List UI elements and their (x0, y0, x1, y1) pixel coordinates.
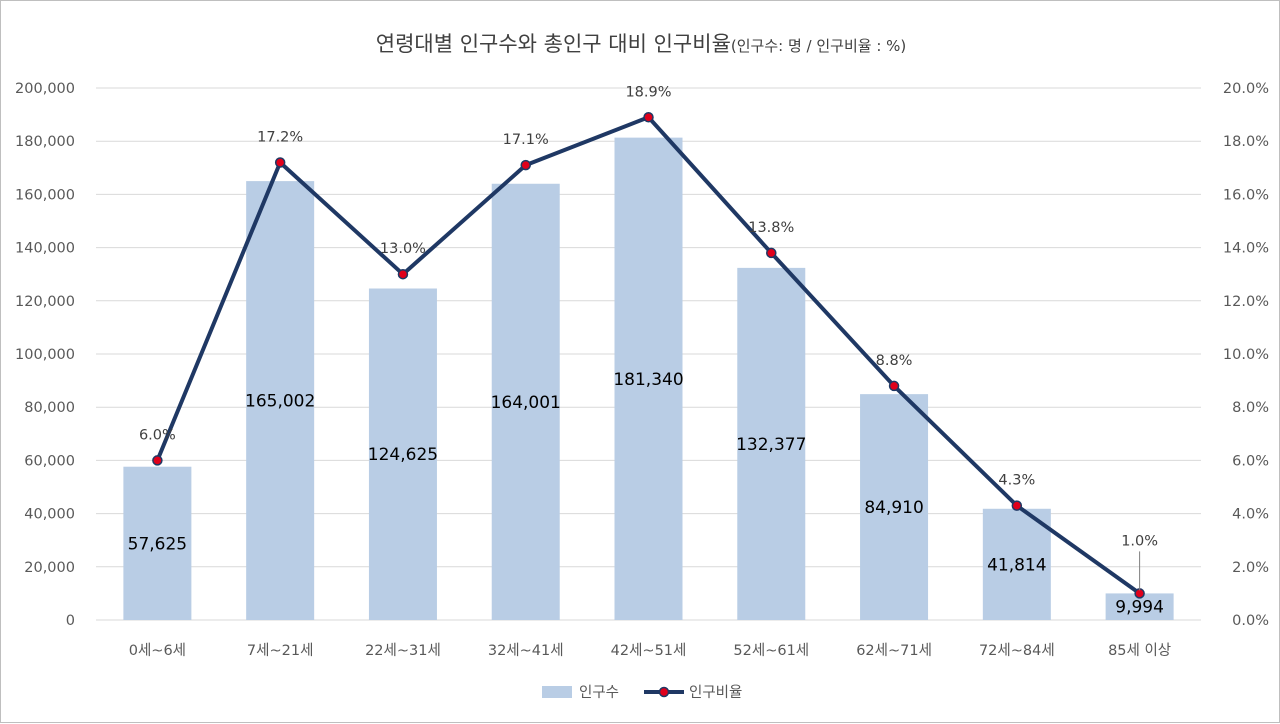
legend-label-line: 인구비율 (689, 684, 742, 701)
right-tick-label: 18.0% (1223, 134, 1269, 150)
category-label: 7세~21세 (247, 642, 314, 659)
bar-labels: 57,625 165,002 124,625 164,001 181,340 132,37… (128, 370, 1164, 618)
line-point (274, 157, 286, 168)
bar-data-label: 84,910 (864, 498, 923, 518)
line-point (888, 380, 900, 392)
left-tick-label: 100,000 (15, 347, 75, 363)
bar-data-label: 124,625 (368, 445, 438, 465)
right-tick-label: 2.0% (1232, 560, 1269, 576)
line-data-label: 13.8% (748, 220, 794, 236)
chart-title: 연령대별 인구수와 총인구 대비 인구비율(인구수: 명 / 인구비율 : %) (376, 32, 907, 56)
legend-label-bar: 인구수 (579, 684, 619, 701)
line-point (397, 268, 409, 280)
bar (860, 394, 929, 620)
bar-data-label: 9,994 (1115, 598, 1164, 618)
right-tick-label: 16.0% (1223, 187, 1269, 203)
bar-data-label: 181,340 (613, 370, 683, 390)
right-axis: 0.0% 2.0% 4.0% 6.0% 8.0% 10.0% 12.0% 14.0% 16.0%… (1223, 81, 1269, 629)
line-series (152, 112, 1145, 599)
bar-data-label: 165,002 (245, 392, 315, 412)
bar-series (123, 137, 1174, 621)
line-data-label: 6.0% (139, 427, 176, 443)
line-data-label: 17.1% (503, 132, 549, 148)
category-label: 32세~41세 (488, 642, 564, 659)
left-axis: 0 20,000 40,000 60,000 80,000 100,000 120,000 1… (15, 81, 75, 629)
line-data-label: 8.8% (876, 353, 913, 369)
left-tick-label: 180,000 (15, 134, 75, 150)
left-tick-label: 120,000 (15, 294, 75, 310)
legend-swatch-bar (542, 686, 572, 698)
left-tick-label: 0 (66, 613, 75, 629)
category-label: 85세 이상 (1108, 642, 1171, 659)
bar-data-label: 164,001 (491, 393, 561, 413)
left-tick-label: 40,000 (24, 507, 75, 523)
left-tick-label: 200,000 (15, 81, 75, 97)
left-tick-label: 60,000 (24, 453, 75, 469)
right-tick-label: 0.0% (1232, 613, 1269, 629)
bar (246, 181, 315, 621)
legend: 인구수 인구비율 (542, 684, 742, 701)
chart-title-main: 연령대별 인구수와 총인구 대비 인구비율 (376, 32, 731, 56)
category-label: 62세~71세 (856, 642, 932, 659)
chart-title-sub: (인구수: 명 / 인구비율 : %) (731, 37, 906, 55)
bar (491, 183, 560, 621)
line-data-label: 1.0% (1121, 533, 1158, 549)
line-data-label: 4.3% (998, 473, 1035, 489)
category-label: 0세~6세 (129, 642, 186, 659)
line-point (520, 159, 531, 171)
left-tick-label: 20,000 (24, 560, 75, 576)
line-data-label: 13.0% (380, 241, 426, 257)
category-label: 22세~31세 (365, 642, 441, 659)
left-tick-label: 160,000 (15, 187, 75, 203)
right-tick-label: 4.0% (1232, 507, 1269, 523)
category-label: 72세~84세 (979, 642, 1055, 659)
line-labels: 6.0% 17.2% 13.0% 17.1% 18.9% 13.8% 8.8% 4.3% 1.0… (139, 84, 1158, 591)
bar (737, 267, 806, 620)
category-axis: 0세~6세 7세~21세 22세~31세 32세~41세 42세~51세 52세~61세 6… (129, 642, 1171, 659)
right-tick-label: 8.0% (1232, 400, 1269, 416)
bar-data-label: 57,625 (128, 534, 187, 554)
bar (368, 288, 437, 620)
bar-data-label: 132,377 (736, 435, 806, 455)
line-point (766, 247, 777, 259)
right-tick-label: 12.0% (1223, 294, 1269, 310)
line-point (1011, 500, 1023, 511)
legend-swatch-marker (658, 686, 670, 698)
right-tick-label: 20.0% (1223, 81, 1269, 97)
right-tick-label: 14.0% (1223, 241, 1269, 257)
right-tick-label: 6.0% (1232, 453, 1269, 469)
line-data-label: 18.9% (625, 84, 671, 100)
bar (123, 466, 192, 620)
bar (982, 508, 1051, 620)
line-point (643, 112, 654, 123)
left-tick-label: 80,000 (24, 400, 75, 416)
line-point (152, 455, 163, 466)
right-tick-label: 10.0% (1223, 347, 1269, 363)
category-label: 52세~61세 (733, 642, 809, 659)
bar-data-label: 41,814 (987, 555, 1046, 575)
bar (614, 137, 683, 620)
category-label: 42세~51세 (611, 642, 687, 659)
line-data-label: 17.2% (257, 129, 303, 145)
left-tick-label: 140,000 (15, 241, 75, 257)
